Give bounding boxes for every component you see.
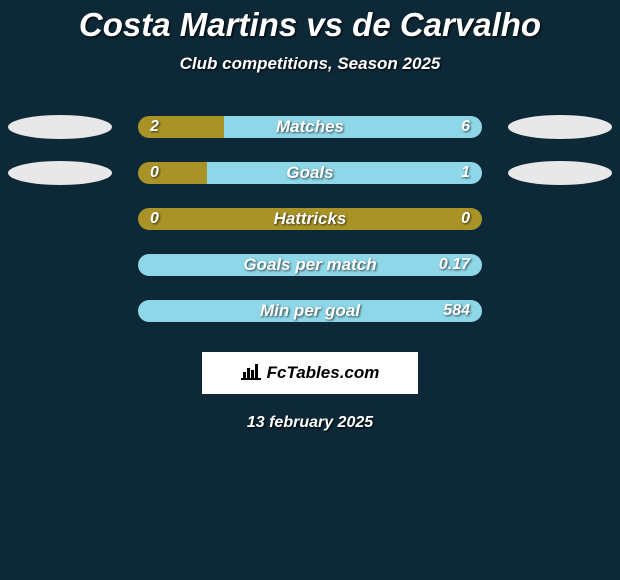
date-text: 13 february 2025 <box>0 414 620 432</box>
stat-bar: Goals per match0.17 <box>138 254 482 276</box>
comparison-row: Hattricks0 0 <box>0 208 620 230</box>
stat-bar: Matches2 6 <box>138 116 482 138</box>
stat-value-left: 0 <box>138 162 171 184</box>
logo-box: FcTables.com <box>202 352 418 394</box>
player-badge-right <box>508 161 612 185</box>
comparison-row: Goals per match0.17 <box>0 254 620 276</box>
subtitle: Club competitions, Season 2025 <box>0 54 620 74</box>
stat-value-right: 0 <box>449 208 482 230</box>
stat-label: Hattricks <box>138 208 482 230</box>
player-badge-right <box>508 115 612 139</box>
page-title: Costa Martins vs de Carvalho <box>0 0 620 44</box>
stat-value-right: 6 <box>449 116 482 138</box>
player-badge-left <box>8 161 112 185</box>
chart-icon <box>241 362 261 385</box>
stat-bar: Min per goal584 <box>138 300 482 322</box>
stat-bar: Hattricks0 0 <box>138 208 482 230</box>
comparison-row: Min per goal584 <box>0 300 620 322</box>
stat-label: Matches <box>138 116 482 138</box>
comparison-row: Matches2 6 <box>0 116 620 138</box>
stat-value-left: 2 <box>138 116 171 138</box>
stat-value-right: 584 <box>431 300 482 322</box>
stat-value-right: 1 <box>449 162 482 184</box>
comparison-row: Goals0 1 <box>0 162 620 184</box>
comparison-rows: Matches26Goals01Hattricks00Goals per mat… <box>0 116 620 322</box>
stat-label: Goals <box>138 162 482 184</box>
player-badge-left <box>8 115 112 139</box>
logo-text: FcTables.com <box>267 363 380 383</box>
stat-value-right: 0.17 <box>427 254 482 276</box>
stat-value-left: 0 <box>138 208 171 230</box>
stat-bar: Goals0 1 <box>138 162 482 184</box>
